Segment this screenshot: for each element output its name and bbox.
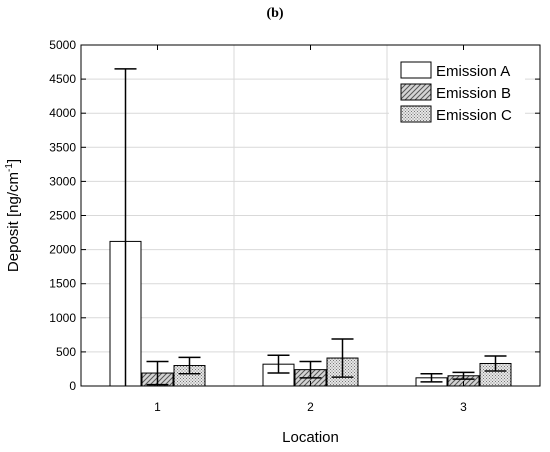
legend-swatch <box>400 61 432 79</box>
bars <box>109 68 512 387</box>
legend-label: Emission B <box>436 85 511 102</box>
y-tick-label: 1000 <box>49 311 76 325</box>
x-axis-title: Location <box>282 429 339 446</box>
legend-swatch <box>400 83 432 101</box>
y-tick-label: 2000 <box>49 243 76 257</box>
legend-label: Emission C <box>436 107 512 124</box>
y-axis-title-end: ] <box>5 159 22 163</box>
y-tick-label: 3500 <box>49 140 76 154</box>
y-tick-label: 1500 <box>49 277 76 291</box>
x-tick-label: 1 <box>154 400 161 414</box>
y-tick-label: 3000 <box>49 174 76 188</box>
legend: Emission A Emission B Emission C <box>389 56 525 128</box>
legend-label: Emission A <box>436 63 510 80</box>
grid-lines <box>81 45 540 386</box>
y-tick-label: 2500 <box>49 209 76 223</box>
y-tick-label: 4500 <box>49 72 76 86</box>
y-tick-label: 4000 <box>49 106 76 120</box>
panel-label: (b) <box>266 6 284 21</box>
legend-swatch <box>400 105 432 123</box>
y-tick-label: 5000 <box>49 38 76 52</box>
y-axis-title-sup: -1 <box>4 163 15 172</box>
x-tick-label: 3 <box>460 400 467 414</box>
y-axis-title: Deposit [ng/cm-1] <box>4 159 22 272</box>
x-tick-label: 2 <box>307 400 314 414</box>
y-axis-title-main: Deposit [ng/cm <box>5 172 22 272</box>
y-tick-label: 0 <box>69 379 76 393</box>
y-tick-label: 500 <box>56 345 76 359</box>
axis-ticks: 0 500 1000 1500 2000 2500 3000 3500 4000 4500 5000… <box>49 38 540 414</box>
